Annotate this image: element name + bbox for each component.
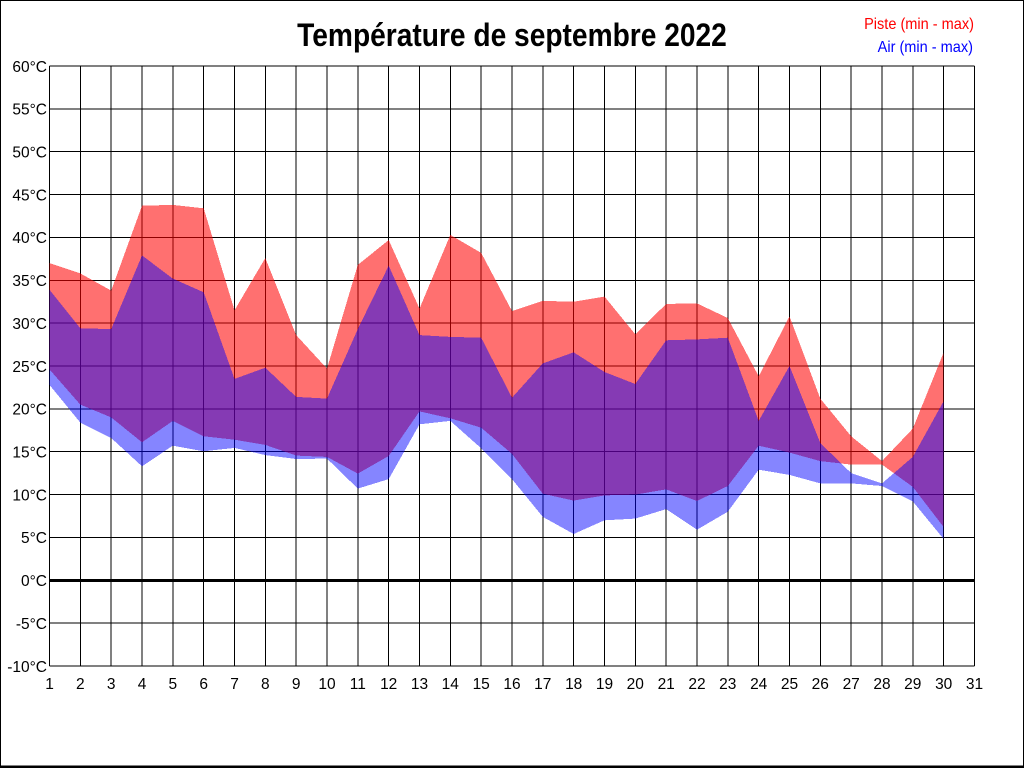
svg-text:23: 23 bbox=[719, 676, 736, 693]
svg-text:5: 5 bbox=[168, 676, 177, 693]
svg-text:40°C: 40°C bbox=[12, 230, 47, 247]
svg-text:45°C: 45°C bbox=[12, 187, 47, 204]
svg-text:15°C: 15°C bbox=[12, 445, 47, 462]
svg-text:25: 25 bbox=[781, 676, 798, 693]
svg-text:4: 4 bbox=[138, 676, 147, 693]
svg-text:2: 2 bbox=[76, 676, 85, 693]
svg-text:0°C: 0°C bbox=[21, 573, 47, 590]
svg-text:11: 11 bbox=[350, 676, 366, 693]
svg-text:30: 30 bbox=[935, 676, 953, 693]
svg-text:Piste (min - max): Piste (min - max) bbox=[864, 15, 974, 33]
svg-text:18: 18 bbox=[565, 676, 582, 693]
svg-text:20°C: 20°C bbox=[12, 402, 47, 419]
svg-text:-5°C: -5°C bbox=[16, 616, 47, 633]
svg-text:1: 1 bbox=[45, 676, 54, 693]
svg-text:21: 21 bbox=[658, 676, 675, 693]
svg-text:8: 8 bbox=[261, 676, 270, 693]
svg-text:50°C: 50°C bbox=[12, 145, 47, 162]
svg-text:16: 16 bbox=[503, 676, 520, 693]
svg-text:55°C: 55°C bbox=[12, 102, 47, 119]
svg-text:22: 22 bbox=[688, 676, 705, 693]
svg-text:28: 28 bbox=[873, 676, 890, 693]
svg-text:12: 12 bbox=[380, 676, 397, 693]
svg-text:19: 19 bbox=[596, 676, 613, 693]
svg-text:17: 17 bbox=[534, 676, 551, 693]
svg-text:15: 15 bbox=[473, 676, 490, 693]
svg-text:Température de septembre 2022: Température de septembre 2022 bbox=[297, 18, 727, 53]
svg-text:26: 26 bbox=[812, 676, 829, 693]
svg-text:60°C: 60°C bbox=[12, 59, 47, 76]
svg-text:25°C: 25°C bbox=[12, 359, 47, 376]
svg-text:31: 31 bbox=[966, 676, 983, 693]
svg-text:10: 10 bbox=[318, 676, 336, 693]
svg-text:27: 27 bbox=[843, 676, 860, 693]
svg-text:9: 9 bbox=[292, 676, 301, 693]
svg-text:13: 13 bbox=[411, 676, 428, 693]
svg-text:Air (min - max): Air (min - max) bbox=[878, 38, 973, 56]
svg-text:29: 29 bbox=[904, 676, 921, 693]
svg-text:30°C: 30°C bbox=[12, 316, 47, 333]
svg-text:-10°C: -10°C bbox=[7, 659, 47, 676]
svg-text:10°C: 10°C bbox=[12, 487, 47, 504]
svg-text:7: 7 bbox=[230, 676, 239, 693]
svg-text:14: 14 bbox=[442, 676, 460, 693]
svg-text:24: 24 bbox=[750, 676, 768, 693]
svg-text:6: 6 bbox=[199, 676, 208, 693]
svg-text:5°C: 5°C bbox=[21, 530, 47, 547]
svg-text:35°C: 35°C bbox=[12, 273, 47, 290]
svg-text:3: 3 bbox=[107, 676, 116, 693]
svg-text:20: 20 bbox=[627, 676, 645, 693]
